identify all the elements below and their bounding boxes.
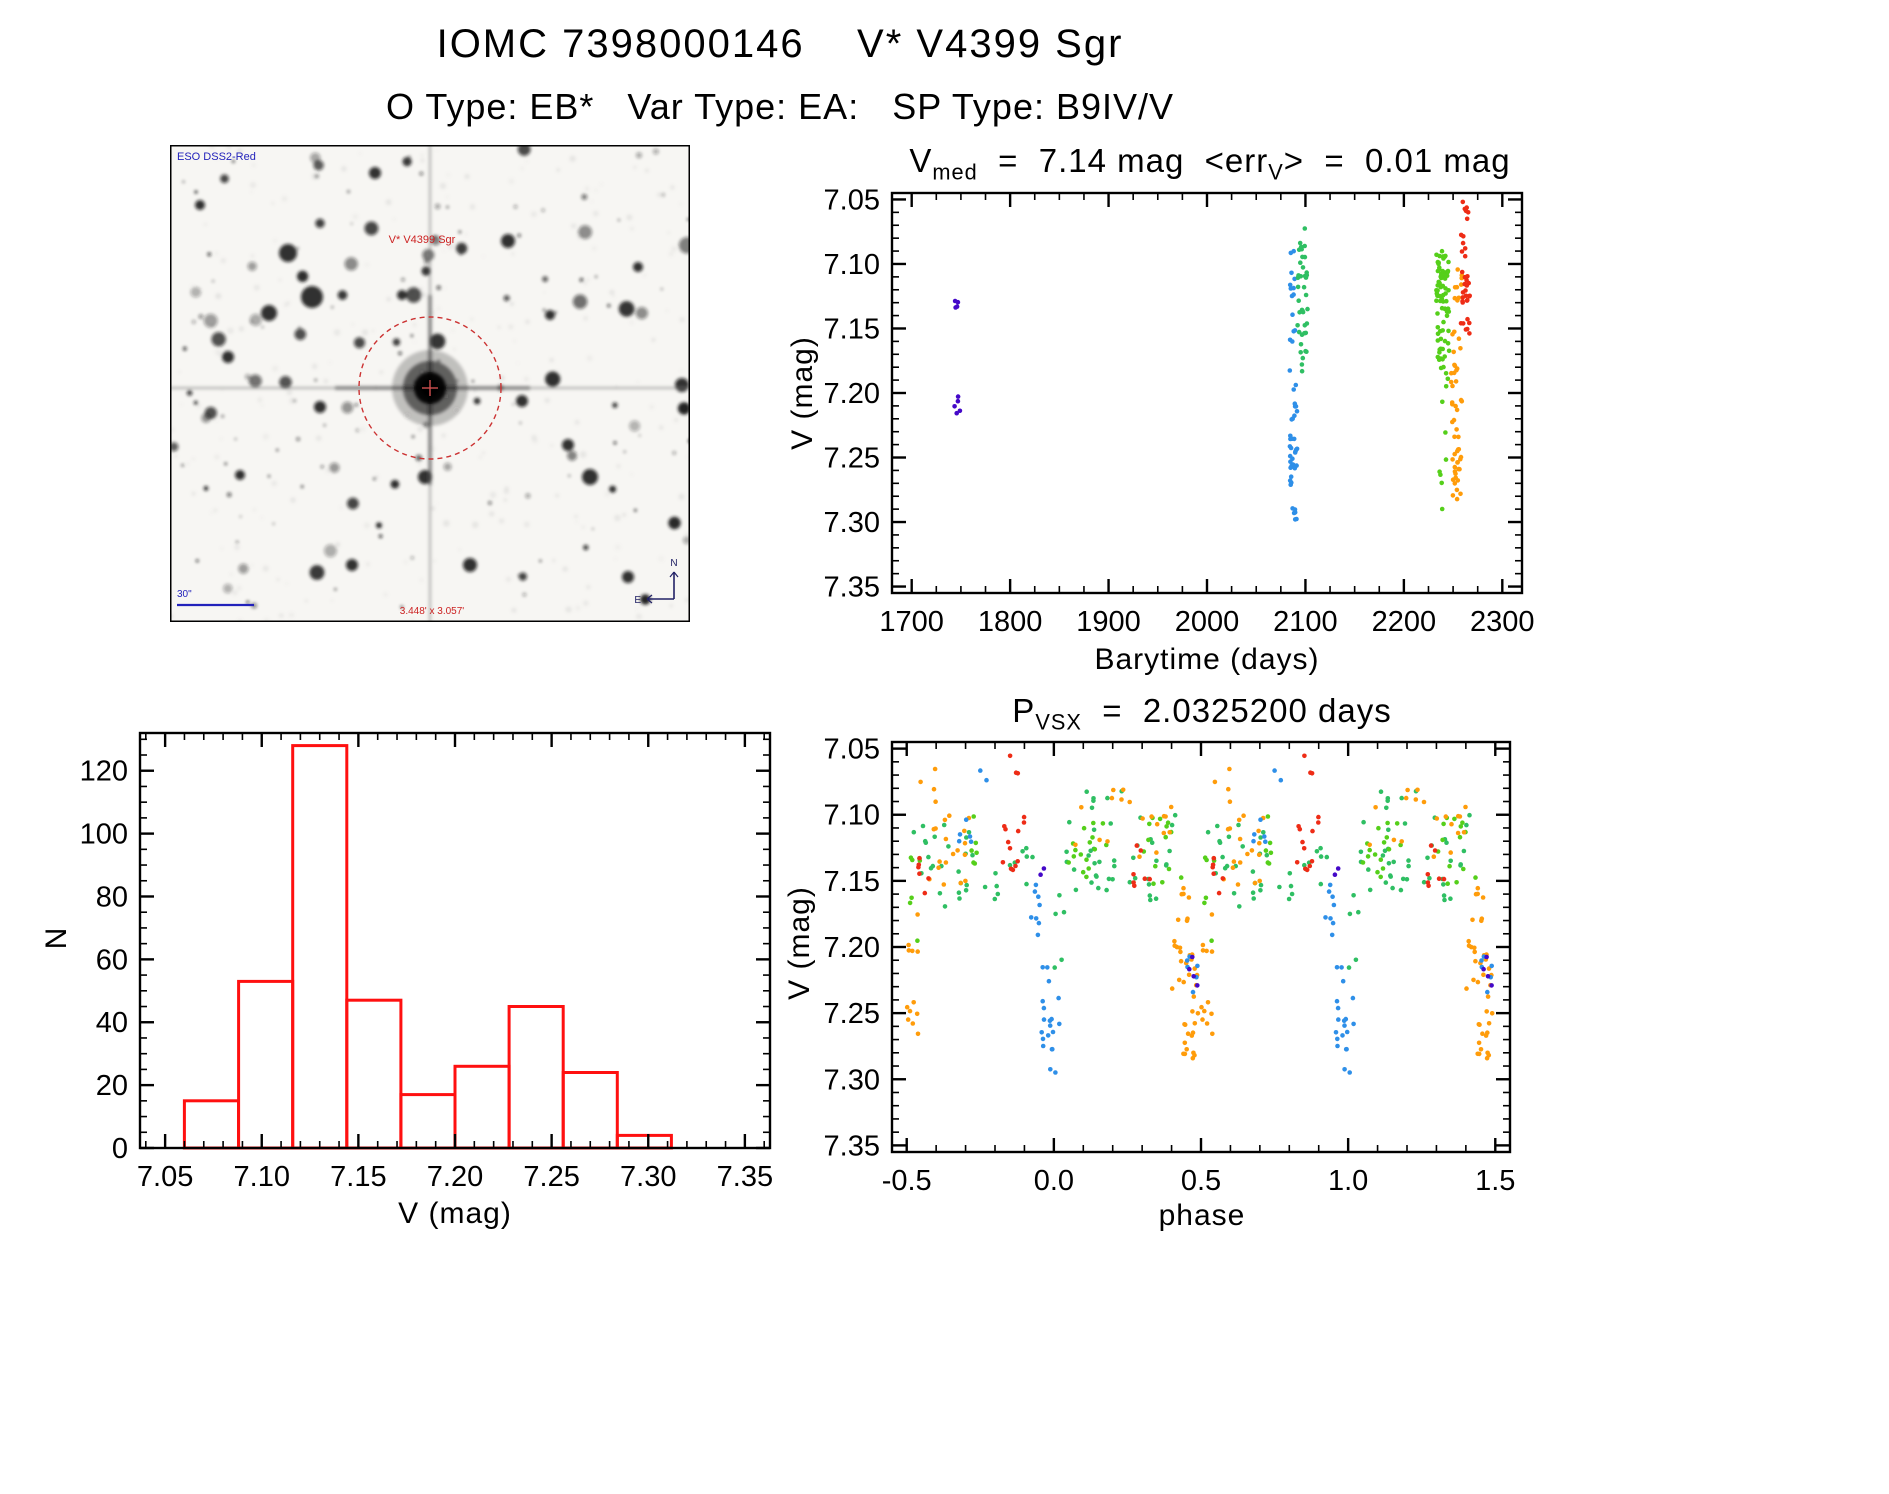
- barytime-x-axis-label: Barytime (days): [1094, 643, 1320, 676]
- barytime-plot-title: Vmed = 7.14 mag <errV> = 0.01 mag: [909, 142, 1511, 185]
- svg-text:20: 20: [96, 1070, 128, 1102]
- svg-text:1.5: 1.5: [1475, 1165, 1515, 1197]
- scale-bar-label: 30": [177, 589, 192, 600]
- histogram-x-axis-label: V (mag): [398, 1197, 512, 1230]
- svg-text:7.15: 7.15: [824, 866, 880, 898]
- compass-east-label: E: [634, 595, 641, 606]
- finder-chart-image: ESO DSS2-Red V* V4399 Sgr 30" 3.448' x 3…: [170, 145, 690, 622]
- svg-text:7.25: 7.25: [824, 443, 880, 475]
- tick-labels: 7.05 7.10 7.15 7.20 7.25 7.30 7.35 0 20 40 60 80 100…: [80, 756, 773, 1193]
- svg-text:0.5: 0.5: [1181, 1165, 1221, 1197]
- svg-text:7.35: 7.35: [824, 572, 880, 604]
- tick-labels: -0.5 0.0 0.5 1.0 1.5 7.05 7.10 7.15 7.20 7.25 7.30…: [824, 734, 1516, 1197]
- svg-text:7.15: 7.15: [330, 1161, 386, 1193]
- svg-text:7.20: 7.20: [824, 932, 880, 964]
- svg-text:7.25: 7.25: [824, 998, 880, 1030]
- finder-overlay-marks: [170, 145, 690, 622]
- data-points: [904, 753, 1495, 1075]
- axes: [138, 731, 772, 1150]
- tick-labels: 1700 1800 1900 2000 2100 2200 2300 7.05 7.10 7.15…: [824, 184, 1535, 638]
- svg-text:2300: 2300: [1470, 606, 1535, 638]
- svg-text:0.0: 0.0: [1034, 1165, 1074, 1197]
- svg-text:2200: 2200: [1372, 606, 1437, 638]
- barytime-scatter-plot: 1700 1800 1900 2000 2100 2200 2300 7.05 7.10 7.15…: [824, 184, 1535, 638]
- star-field: [170, 145, 690, 622]
- phase-plot-title: PVSX = 2.0325200 days: [1012, 692, 1392, 735]
- svg-text:7.05: 7.05: [137, 1161, 193, 1193]
- svg-text:7.10: 7.10: [824, 249, 880, 281]
- svg-text:7.20: 7.20: [427, 1161, 483, 1193]
- svg-text:7.35: 7.35: [717, 1161, 773, 1193]
- svg-text:7.30: 7.30: [824, 1064, 880, 1096]
- axes: [890, 191, 1524, 595]
- svg-text:60: 60: [96, 944, 128, 976]
- phase-x-axis-label: phase: [1158, 1199, 1246, 1232]
- svg-text:7.15: 7.15: [824, 313, 880, 345]
- svg-text:120: 120: [80, 756, 128, 788]
- svg-text:7.05: 7.05: [824, 734, 880, 766]
- compass-north-label: N: [670, 558, 677, 569]
- svg-text:7.30: 7.30: [824, 507, 880, 539]
- svg-text:7.10: 7.10: [234, 1161, 290, 1193]
- histogram-plot: 7.05 7.10 7.15 7.20 7.25 7.30 7.35 0 20 40 60 80 100…: [80, 731, 773, 1193]
- svg-text:1.0: 1.0: [1328, 1165, 1368, 1197]
- svg-text:-0.5: -0.5: [882, 1165, 932, 1197]
- axes: [890, 740, 1512, 1154]
- svg-text:1800: 1800: [978, 606, 1043, 638]
- svg-text:100: 100: [80, 819, 128, 851]
- phase-scatter-plot: -0.5 0.0 0.5 1.0 1.5 7.05 7.10 7.15 7.20 7.25 7.30…: [824, 734, 1516, 1197]
- svg-text:7.20: 7.20: [824, 378, 880, 410]
- svg-text:7.25: 7.25: [523, 1161, 579, 1193]
- page-title: IOMC 7398000146 V* V4399 Sgr: [436, 22, 1124, 66]
- page-subtitle: O Type: EB* Var Type: EA: SP Type: B9IV/…: [385, 86, 1175, 127]
- data-points: [952, 199, 1472, 522]
- svg-text:7.05: 7.05: [824, 184, 880, 216]
- histogram-bars: [182, 744, 673, 1150]
- svg-text:1900: 1900: [1076, 606, 1141, 638]
- svg-text:0: 0: [112, 1133, 128, 1165]
- fov-label: 3.448' x 3.057': [400, 606, 465, 617]
- svg-text:2100: 2100: [1273, 606, 1338, 638]
- svg-text:7.35: 7.35: [824, 1130, 880, 1162]
- svg-text:7.10: 7.10: [824, 800, 880, 832]
- svg-text:80: 80: [96, 881, 128, 913]
- survey-label: ESO DSS2-Red: [177, 151, 256, 163]
- svg-text:1700: 1700: [879, 606, 944, 638]
- target-star-label: V* V4399 Sgr: [389, 234, 456, 246]
- svg-text:2000: 2000: [1175, 606, 1240, 638]
- svg-text:7.30: 7.30: [620, 1161, 676, 1193]
- svg-text:40: 40: [96, 1007, 128, 1039]
